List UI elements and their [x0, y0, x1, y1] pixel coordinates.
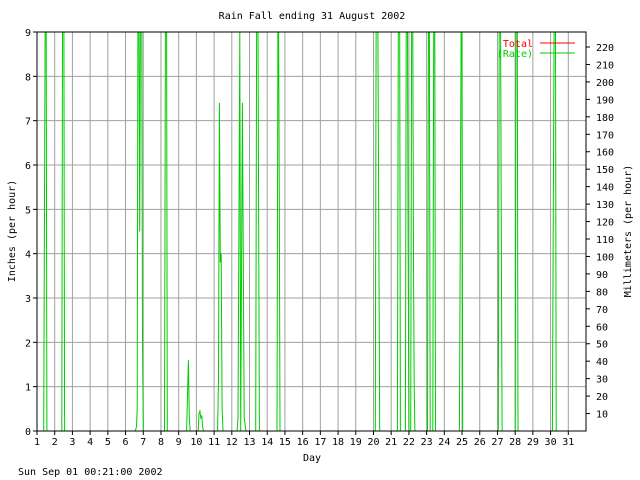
y2-tick-label: 10 [596, 410, 608, 421]
x-tick-label: 15 [279, 437, 291, 448]
x-tick-label: 6 [123, 437, 129, 448]
y2-tick-label: 170 [596, 130, 614, 141]
x-tick-label: 29 [527, 437, 539, 448]
grid [37, 32, 586, 431]
y-tick-label: 6 [25, 161, 31, 172]
y2-tick-label: 30 [596, 375, 608, 386]
timestamp: Sun Sep 01 00:21:00 2002 [18, 467, 163, 478]
y2-tick-label: 130 [596, 200, 614, 211]
x-tick-label: 21 [385, 437, 397, 448]
y2-tick-label: 200 [596, 78, 614, 89]
x-tick-label: 1 [34, 437, 40, 448]
x-tick-label: 17 [314, 437, 326, 448]
x-axis-label: Day [303, 453, 321, 464]
x-tick-label: 28 [509, 437, 521, 448]
chart-title: Rain Fall ending 31 August 2002 [219, 11, 406, 22]
y2-tick-label: 40 [596, 357, 608, 368]
y2-tick-label: 190 [596, 95, 614, 106]
y-tick-label: 7 [25, 117, 31, 128]
y2-tick-label: 50 [596, 340, 608, 351]
y2-tick-label: 210 [596, 60, 614, 71]
x-tick-label: 4 [87, 437, 93, 448]
x-tick-label: 27 [491, 437, 503, 448]
y2-tick-label: 220 [596, 43, 614, 54]
y2-tick-label: 100 [596, 252, 614, 263]
x-tick-label: 23 [421, 437, 433, 448]
x-tick-label: 30 [545, 437, 557, 448]
x-tick-label: 9 [176, 437, 182, 448]
y-axis-label-right: Millimeters (per hour) [623, 165, 634, 297]
x-tick-label: 10 [190, 437, 202, 448]
x-tick-label: 26 [474, 437, 486, 448]
x-tick-label: 5 [105, 437, 111, 448]
x-tick-label: 25 [456, 437, 468, 448]
x-tick-label: 14 [261, 437, 273, 448]
y-axis-label-left: Inches (per hour) [7, 180, 18, 282]
x-tick-label: 18 [332, 437, 344, 448]
x-tick-label: 31 [562, 437, 574, 448]
y2-tick-label: 20 [596, 392, 608, 403]
y2-tick-label: 120 [596, 218, 614, 229]
x-tick-label: 12 [226, 437, 238, 448]
x-tick-label: 16 [297, 437, 309, 448]
y2-tick-label: 90 [596, 270, 608, 281]
ticks: 1 2 3 4 5 6 7 8 9 10 11 12 13 14 15 16 17 18 19 20 21 22 23 24 2… [25, 28, 614, 448]
y-tick-label: 1 [25, 383, 31, 394]
y2-tick-label: 140 [596, 183, 614, 194]
y-tick-label: 2 [25, 338, 31, 349]
y2-tick-label: 110 [596, 235, 614, 246]
x-tick-label: 24 [438, 437, 450, 448]
y-tick-label: 9 [25, 28, 31, 39]
x-tick-label: 22 [403, 437, 415, 448]
y-tick-label: 3 [25, 294, 31, 305]
legend-label-total: Total [503, 39, 533, 50]
x-tick-label: 3 [69, 437, 75, 448]
x-tick-label: 19 [350, 437, 362, 448]
x-tick-label: 2 [52, 437, 58, 448]
y-tick-label: 8 [25, 72, 31, 83]
x-tick-label: 8 [158, 437, 164, 448]
y2-tick-label: 80 [596, 287, 608, 298]
y2-tick-label: 150 [596, 165, 614, 176]
y2-tick-label: 60 [596, 322, 608, 333]
x-tick-label: 7 [140, 437, 146, 448]
y2-tick-label: 160 [596, 148, 614, 159]
x-tick-label: 13 [243, 437, 255, 448]
y-tick-label: 5 [25, 205, 31, 216]
legend-label-rate: (Rate) [497, 49, 533, 60]
y-tick-label: 4 [25, 250, 31, 261]
x-tick-label: 11 [208, 437, 220, 448]
y-tick-label: 0 [25, 427, 31, 438]
legend: Total (Rate) [497, 39, 575, 60]
plot-frame [36, 31, 587, 432]
x-tick-label: 20 [367, 437, 379, 448]
y2-tick-label: 180 [596, 113, 614, 124]
y2-tick-label: 70 [596, 305, 608, 316]
